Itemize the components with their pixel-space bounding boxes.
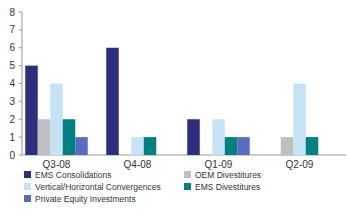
bars <box>25 48 318 155</box>
legend-swatch <box>184 171 191 178</box>
y-tick-label: 7 <box>9 24 15 35</box>
legend-swatch <box>24 183 31 190</box>
bar <box>318 155 331 156</box>
bar <box>156 155 169 156</box>
bar <box>187 119 200 155</box>
y-tick-label: 5 <box>9 60 15 71</box>
legend-swatch <box>24 171 31 178</box>
bar <box>306 137 319 155</box>
bar <box>212 119 225 155</box>
x-tick-label: Q2-09 <box>286 159 314 170</box>
bar <box>75 137 88 155</box>
y-tick-label: 6 <box>9 42 15 53</box>
bar <box>293 84 306 156</box>
bar <box>119 155 132 156</box>
bar <box>131 137 144 155</box>
x-tick-label: Q4-08 <box>124 159 152 170</box>
bar <box>268 155 281 156</box>
x-tick-label: Q3-08 <box>43 159 71 170</box>
bar <box>281 137 294 155</box>
legend-swatch <box>24 195 31 202</box>
bar <box>237 137 250 155</box>
y-tick-label: 0 <box>9 150 15 161</box>
legend-label: Private Equity Investments <box>35 194 136 204</box>
bar <box>106 48 119 155</box>
x-tick-label: Q1-09 <box>205 159 233 170</box>
legend-label: EMS Divestitures <box>195 182 260 192</box>
legend-label: EMS Consolidations <box>35 170 112 180</box>
chart: 0 1 2 3 4 5 6 7 8 Q3-08 Q4-08 Q1-09 Q2-09 EMS Consoli… <box>0 0 350 211</box>
bar <box>38 119 51 155</box>
y-tick-label: 8 <box>9 7 15 18</box>
bar <box>25 66 38 155</box>
y-tick-label: 4 <box>9 78 15 89</box>
bar <box>50 84 63 156</box>
y-tick-label: 1 <box>9 132 15 143</box>
legend: EMS Consolidations OEM Divestitures Vertic… <box>24 170 261 204</box>
bar <box>200 155 213 156</box>
bar <box>63 119 76 155</box>
y-tick-label: 3 <box>9 96 15 107</box>
bar <box>225 137 238 155</box>
legend-label: OEM Divestitures <box>195 170 261 180</box>
legend-swatch <box>184 183 191 190</box>
y-axis <box>22 12 23 155</box>
y-tick-label: 2 <box>9 114 15 125</box>
legend-label: Vertical/Horizontal Convergences <box>35 182 161 192</box>
bar <box>144 137 157 155</box>
